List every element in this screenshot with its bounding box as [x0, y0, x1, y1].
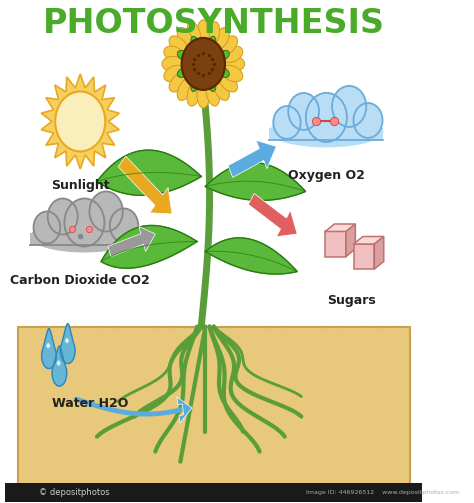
- Circle shape: [90, 192, 123, 231]
- Text: © depositphotos: © depositphotos: [38, 487, 109, 496]
- Circle shape: [306, 93, 347, 142]
- Ellipse shape: [213, 77, 229, 101]
- Polygon shape: [346, 224, 356, 257]
- FancyBboxPatch shape: [30, 233, 139, 245]
- Ellipse shape: [197, 82, 210, 108]
- Ellipse shape: [169, 36, 188, 55]
- Text: Carbon Dioxide CO2: Carbon Dioxide CO2: [10, 274, 150, 287]
- Ellipse shape: [206, 22, 219, 47]
- Ellipse shape: [219, 36, 237, 55]
- Ellipse shape: [187, 81, 201, 106]
- Ellipse shape: [219, 72, 237, 92]
- Text: PHOTOSYNTHESIS: PHOTOSYNTHESIS: [43, 8, 385, 40]
- Ellipse shape: [187, 22, 201, 47]
- Ellipse shape: [30, 220, 139, 253]
- Ellipse shape: [177, 77, 193, 101]
- Ellipse shape: [218, 50, 229, 60]
- Ellipse shape: [223, 56, 245, 71]
- Polygon shape: [177, 397, 192, 423]
- Polygon shape: [52, 347, 67, 386]
- Ellipse shape: [269, 116, 383, 147]
- Polygon shape: [41, 74, 119, 169]
- Text: Oxygen O2: Oxygen O2: [288, 169, 365, 182]
- Polygon shape: [108, 226, 155, 257]
- FancyBboxPatch shape: [5, 482, 422, 501]
- Circle shape: [34, 211, 60, 243]
- Circle shape: [110, 208, 138, 242]
- Polygon shape: [354, 236, 384, 244]
- Ellipse shape: [222, 46, 243, 62]
- Polygon shape: [60, 324, 75, 364]
- Ellipse shape: [177, 27, 193, 50]
- Circle shape: [273, 106, 301, 139]
- FancyBboxPatch shape: [269, 128, 383, 140]
- Polygon shape: [47, 344, 50, 348]
- Polygon shape: [97, 150, 201, 195]
- Text: Water H2O: Water H2O: [53, 396, 129, 409]
- Polygon shape: [228, 140, 276, 178]
- Ellipse shape: [222, 65, 243, 81]
- Polygon shape: [205, 162, 306, 200]
- Circle shape: [332, 86, 366, 127]
- Ellipse shape: [208, 36, 216, 51]
- Polygon shape: [101, 225, 197, 268]
- Polygon shape: [325, 224, 356, 231]
- Circle shape: [288, 93, 319, 130]
- Ellipse shape: [177, 67, 189, 77]
- Text: Sugars: Sugars: [327, 294, 376, 307]
- Ellipse shape: [177, 50, 189, 60]
- Circle shape: [64, 199, 104, 246]
- Polygon shape: [57, 361, 60, 365]
- Text: Image ID: 446926512    www.depositphotos.com: Image ID: 446926512 www.depositphotos.co…: [306, 489, 459, 494]
- Polygon shape: [65, 339, 68, 343]
- Circle shape: [48, 199, 78, 234]
- Ellipse shape: [191, 77, 199, 92]
- Ellipse shape: [164, 46, 185, 62]
- Circle shape: [182, 38, 225, 90]
- Ellipse shape: [162, 56, 184, 71]
- Ellipse shape: [197, 20, 210, 46]
- Polygon shape: [248, 194, 297, 237]
- Text: Sunlight: Sunlight: [51, 179, 109, 192]
- Circle shape: [55, 92, 105, 151]
- Polygon shape: [325, 231, 346, 257]
- Circle shape: [354, 103, 383, 138]
- Ellipse shape: [169, 72, 188, 92]
- Polygon shape: [18, 326, 410, 491]
- Ellipse shape: [208, 77, 216, 92]
- Ellipse shape: [191, 36, 199, 51]
- Polygon shape: [374, 236, 384, 269]
- Ellipse shape: [218, 67, 229, 77]
- Ellipse shape: [213, 27, 229, 50]
- Polygon shape: [354, 244, 374, 269]
- Polygon shape: [205, 238, 297, 274]
- Ellipse shape: [206, 81, 219, 106]
- Polygon shape: [42, 329, 56, 369]
- Polygon shape: [118, 156, 172, 214]
- Ellipse shape: [164, 65, 185, 81]
